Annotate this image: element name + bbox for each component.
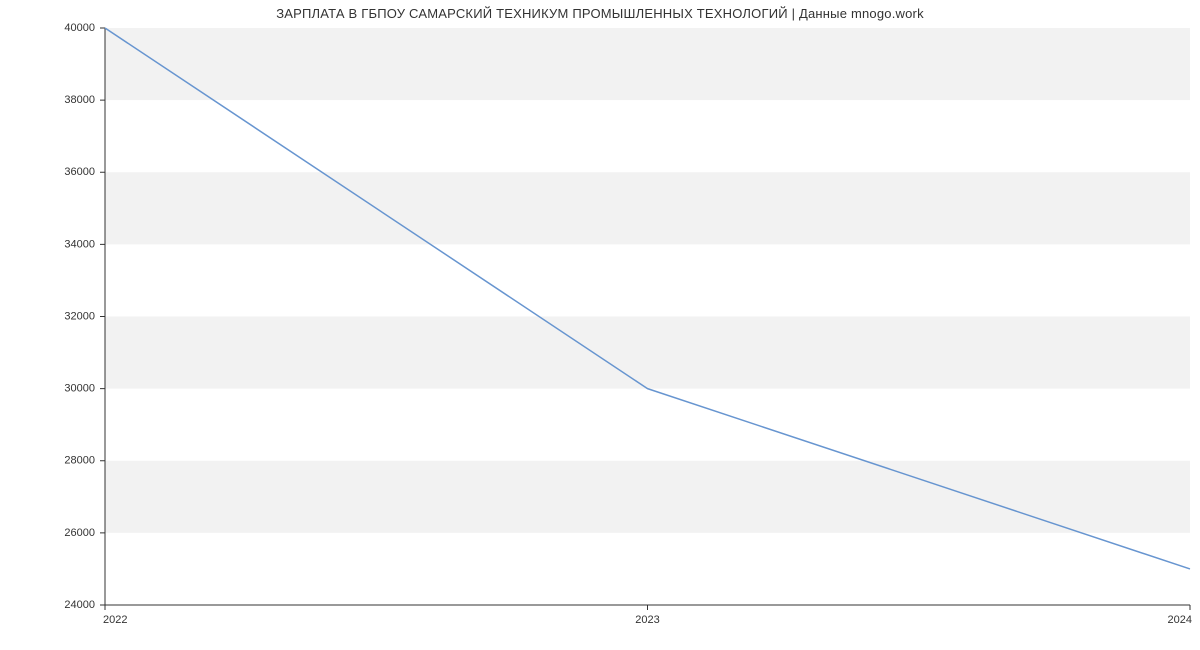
y-tick-label: 30000 <box>64 383 95 395</box>
y-tick-label: 34000 <box>64 238 95 250</box>
y-tick-label: 36000 <box>64 166 95 178</box>
y-tick-label: 28000 <box>64 455 95 467</box>
y-tick-label: 38000 <box>64 94 95 106</box>
x-tick-label: 2022 <box>103 614 127 626</box>
chart-title: ЗАРПЛАТА В ГБПОУ САМАРСКИЙ ТЕХНИКУМ ПРОМ… <box>0 6 1200 21</box>
x-tick-label: 2024 <box>1168 614 1192 626</box>
y-tick-label: 26000 <box>64 527 95 539</box>
salary-chart: ЗАРПЛАТА В ГБПОУ САМАРСКИЙ ТЕХНИКУМ ПРОМ… <box>0 0 1200 650</box>
y-tick-label: 24000 <box>64 599 95 611</box>
x-tick-label: 2023 <box>635 614 659 626</box>
chart-svg: 24000 26000 28000 30000 32000 34000 36000 38000… <box>0 0 1200 650</box>
y-tick-label: 40000 <box>64 22 95 34</box>
y-tick-label: 32000 <box>64 310 95 322</box>
